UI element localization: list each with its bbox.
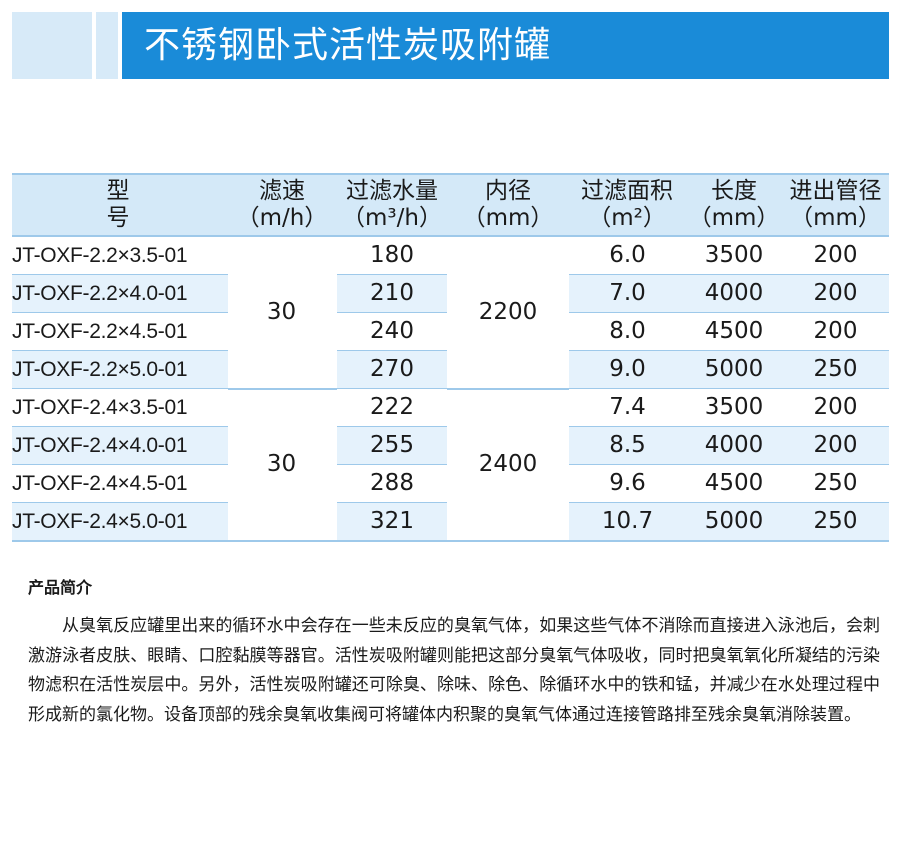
cell-pipe: 250: [782, 350, 889, 389]
cell-pipe: 250: [782, 502, 889, 542]
header-area-label: 过滤面积: [581, 178, 673, 204]
header-model-label: 型号: [106, 178, 190, 231]
header-length: 长度 （mm）: [686, 173, 782, 237]
table-row: JT-OXF-2.4×4.0-01 255 8.5 4000 200: [12, 426, 889, 465]
cell-area: 10.7: [568, 502, 686, 542]
cell-model: JT-OXF-2.4×4.0-01: [12, 426, 228, 465]
cell-inner-diameter: 2400: [448, 388, 569, 542]
cell-area: 7.0: [568, 274, 686, 313]
header-length-unit: （mm）: [688, 205, 780, 231]
cell-filter-speed: 30: [228, 388, 337, 542]
cell-model: JT-OXF-2.2×4.5-01: [12, 312, 228, 351]
header-inner-diameter-label: 内径: [485, 178, 531, 204]
spec-table: 型号 滤速 （m/h） 过滤水量 （m³/h） 内径 （mm） 过滤面积 （m²） 长度…: [12, 173, 889, 542]
cell-length: 4000: [686, 274, 782, 313]
cell-flow: 255: [336, 426, 449, 465]
cell-area: 9.0: [568, 350, 686, 389]
cell-model: JT-OXF-2.4×5.0-01: [12, 502, 228, 542]
cell-length: 5000: [686, 502, 782, 542]
table-row: JT-OXF-2.2×4.5-01 240 8.0 4500 200: [12, 312, 889, 351]
header-area: 过滤面积 （m²）: [568, 173, 686, 237]
cell-model: JT-OXF-2.2×5.0-01: [12, 350, 228, 389]
table-row: JT-OXF-2.2×5.0-01 270 9.0 5000 250: [12, 350, 889, 389]
cell-flow: 288: [336, 464, 449, 503]
cell-pipe: 200: [782, 388, 889, 427]
intro-paragraph: 从臭氧反应罐里出来的循环水中会存在一些未反应的臭氧气体，如果这些气体不消除而直接…: [28, 616, 880, 725]
cell-area: 8.0: [568, 312, 686, 351]
title-accent-block: [12, 12, 92, 79]
title-accent-stripe: [96, 12, 118, 79]
header-flow-unit: （m³/h）: [342, 205, 442, 231]
cell-pipe: 200: [782, 426, 889, 465]
cell-area: 6.0: [568, 236, 686, 275]
cell-pipe: 200: [782, 236, 889, 275]
header-filter-speed-label: 滤速: [259, 178, 305, 204]
table-row: JT-OXF-2.4×5.0-01 321 10.7 5000 250: [12, 502, 889, 542]
table-row: JT-OXF-2.2×3.5-01 30 180 2200 6.0 3500 2…: [12, 236, 889, 390]
cell-flow: 210: [336, 274, 449, 313]
header-inner-diameter: 内径 （mm）: [448, 173, 568, 237]
table-header-row: 型号 滤速 （m/h） 过滤水量 （m³/h） 内径 （mm） 过滤面积 （m²） 长度…: [12, 173, 889, 237]
cell-model: JT-OXF-2.4×4.5-01: [12, 464, 228, 503]
cell-length: 3500: [686, 388, 782, 427]
header-area-unit: （m²）: [588, 205, 666, 231]
cell-flow: 222: [336, 388, 449, 427]
cell-pipe: 200: [782, 274, 889, 313]
header-pipe-unit: （mm）: [790, 205, 881, 231]
header-model: 型号: [12, 173, 228, 237]
cell-length: 4000: [686, 426, 782, 465]
cell-inner-diameter: 2200: [448, 236, 569, 390]
cell-length: 3500: [686, 236, 782, 275]
cell-flow: 270: [336, 350, 449, 389]
cell-flow: 321: [336, 502, 449, 542]
header-length-label: 长度: [711, 178, 757, 204]
cell-flow: 180: [336, 236, 449, 275]
intro-heading: 产品简介: [28, 578, 93, 597]
page-title: 不锈钢卧式活性炭吸附罐: [144, 25, 552, 66]
header-flow: 过滤水量 （m³/h）: [336, 173, 448, 237]
cell-area: 9.6: [568, 464, 686, 503]
cell-model: JT-OXF-2.2×3.5-01: [12, 236, 228, 275]
cell-pipe: 250: [782, 464, 889, 503]
cell-filter-speed: 30: [228, 236, 337, 390]
spec-table-grid: 型号 滤速 （m/h） 过滤水量 （m³/h） 内径 （mm） 过滤面积 （m²） 长度…: [12, 173, 889, 542]
title-bar: 不锈钢卧式活性炭吸附罐: [12, 12, 889, 79]
header-pipe: 进出管径 （mm）: [782, 173, 889, 237]
cell-model: JT-OXF-2.4×3.5-01: [12, 388, 228, 427]
cell-pipe: 200: [782, 312, 889, 351]
cell-model: JT-OXF-2.2×4.0-01: [12, 274, 228, 313]
cell-length: 5000: [686, 350, 782, 389]
cell-area: 7.4: [568, 388, 686, 427]
cell-length: 4500: [686, 312, 782, 351]
cell-flow: 240: [336, 312, 449, 351]
header-pipe-label: 进出管径: [789, 178, 882, 204]
cell-area: 8.5: [568, 426, 686, 465]
table-row: JT-OXF-2.2×4.0-01 210 7.0 4000 200: [12, 274, 889, 313]
header-flow-label: 过滤水量: [346, 178, 438, 204]
table-row: JT-OXF-2.4×4.5-01 288 9.6 4500 250: [12, 464, 889, 503]
cell-length: 4500: [686, 464, 782, 503]
header-filter-speed-unit: （m/h）: [236, 205, 328, 231]
table-row: JT-OXF-2.4×3.5-01 30 222 2400 7.4 3500 2…: [12, 388, 889, 542]
title-background: [122, 12, 889, 79]
header-inner-diameter-unit: （mm）: [462, 205, 554, 231]
header-filter-speed: 滤速 （m/h）: [228, 173, 336, 237]
